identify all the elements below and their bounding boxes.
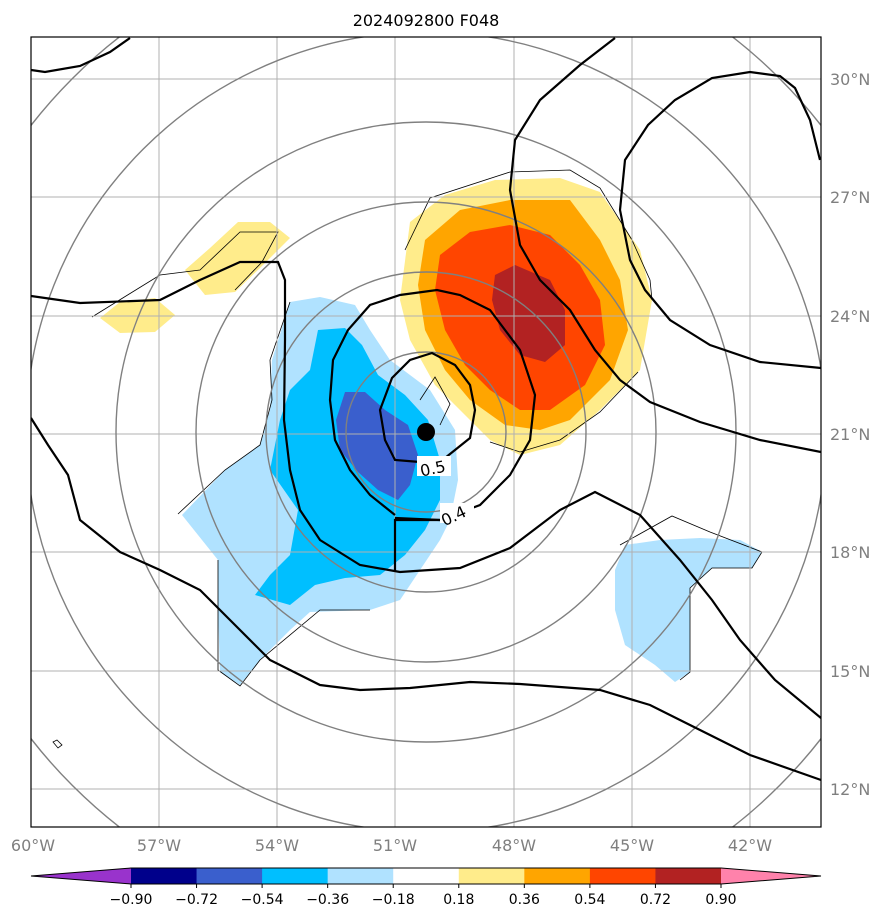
colorbar-segment [589,868,656,884]
colorbar-segment [458,868,525,884]
anomaly-fill-0.18-west [185,222,290,295]
lon-tick: 60°W [11,836,55,855]
colorbar-segment [196,868,263,884]
colorbar-tick-label: −0.72 [175,892,218,908]
colorbar-tick-label: −0.90 [110,892,153,908]
anomaly-fill-neg-0.18-east2 [660,540,762,562]
colorbar-tick-label: 0.54 [574,892,605,908]
lon-tick: 42°W [728,836,772,855]
black-contours [31,37,821,782]
colorbar: −0.90 −0.72 −0.54 −0.36 −0.18 0.18 0.36 0.54 0.7… [30,867,822,908]
colorbar-extend-min [31,868,131,884]
colorbar-segment [131,868,198,884]
lon-tick: 48°W [492,836,536,855]
lon-tick: 45°W [610,836,654,855]
lat-tick: 18°N [830,543,870,562]
colorbar-segment [655,868,722,884]
anomaly-fill-neg-0.54 [336,392,418,500]
colorbar-tick-label: 0.90 [705,892,736,908]
lat-tick: 24°N [830,307,870,326]
lon-tick: 51°W [373,836,417,855]
lat-tick: 15°N [830,662,870,681]
colorbar-segment [393,868,460,884]
colorbar-segment [327,868,394,884]
colorbar-tick-label: −0.54 [241,892,284,908]
colorbar-tick-label: −0.36 [306,892,349,908]
latitude-tick-labels: 30°N 27°N 24°N 21°N 18°N 15°N 12°N [830,70,870,799]
lat-tick: 21°N [830,425,870,444]
figure-title: 2024092800 F048 [353,11,500,30]
longitude-tick-labels: 60°W 57°W 54°W 51°W 48°W 45°W 42°W [11,836,772,855]
colorbar-tick-label: 0.18 [443,892,474,908]
storm-center-marker [417,423,435,441]
lat-tick: 30°N [830,70,870,89]
lon-tick: 57°W [137,836,181,855]
anomaly-fill-neg-0.18-east [615,538,762,682]
colorbar-tick-label: −0.18 [372,892,415,908]
contour-label-0.5: 0.5 [418,457,447,481]
colorbar-segment [262,868,329,884]
map-frame [30,36,822,828]
colorbar-extend-max [721,868,821,884]
colorbar-segment [524,868,591,884]
lat-tick: 27°N [830,188,870,207]
colorbar-tick-label: 0.72 [640,892,671,908]
lat-tick: 12°N [830,780,870,799]
colorbar-tick-label: 0.36 [509,892,540,908]
lon-tick: 54°W [255,836,299,855]
